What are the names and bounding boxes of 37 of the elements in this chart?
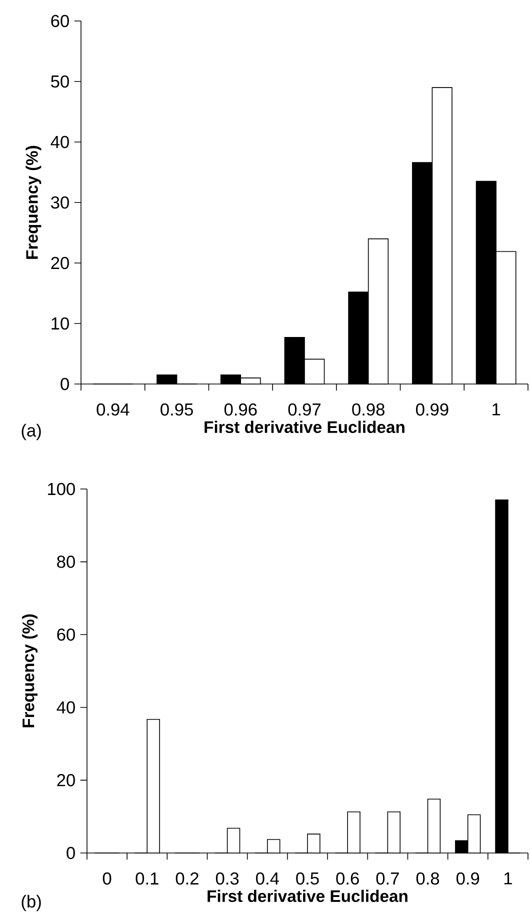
x-tick-label: 0.4: [256, 872, 279, 885]
y-tick-label: 100: [48, 482, 75, 496]
x-tick-label: 0.9: [456, 872, 480, 885]
x-tick-label: 0.2: [176, 872, 198, 885]
y-tick-label: 20: [57, 774, 75, 786]
x-tick-label: 0: [102, 872, 112, 885]
y-tick-label: 80: [57, 556, 75, 568]
x-tick-label: 0.94: [96, 403, 130, 416]
x-tick-label: 0.98: [352, 403, 384, 416]
x-axis-title: First derivative Euclidean: [204, 420, 404, 434]
x-tick-label: 1: [492, 403, 500, 416]
y-tick-label: 60: [51, 14, 69, 28]
x-tick-label: 1: [504, 872, 512, 884]
x-tick-label: 0.8: [416, 872, 440, 885]
x-tick-label: 0.99: [416, 403, 448, 416]
y-tick-label: 0: [66, 846, 75, 860]
x-axis-title: First derivative Euclidean: [208, 890, 408, 902]
x-tick-label: 0.95: [160, 403, 193, 416]
x-tick-label: 0.6: [336, 872, 359, 885]
y-tick-label: 40: [56, 701, 75, 714]
y-axis-title: Frequency (%): [22, 614, 38, 728]
x-tick-label: 0.5: [296, 872, 319, 885]
x-tick-label: 0.1: [136, 872, 158, 885]
text: (a): [22, 424, 41, 440]
y-tick-label: 10: [52, 317, 69, 330]
text: (b): [22, 894, 41, 912]
x-tick-label: 0.7: [376, 872, 399, 885]
y-tick-label: 60: [57, 628, 75, 641]
y-tick-label: 0: [60, 378, 69, 390]
x-tick-label: 0.97: [288, 403, 320, 416]
y-tick-label: 40: [50, 136, 69, 148]
y-tick-label: 30: [51, 196, 69, 209]
x-tick-label: 0.96: [224, 403, 257, 416]
y-tick-label: 50: [51, 75, 69, 88]
x-tick-label: 0.3: [216, 872, 239, 885]
y-tick-label: 20: [51, 256, 69, 270]
y-axis-title: Frequency (%): [26, 146, 42, 259]
